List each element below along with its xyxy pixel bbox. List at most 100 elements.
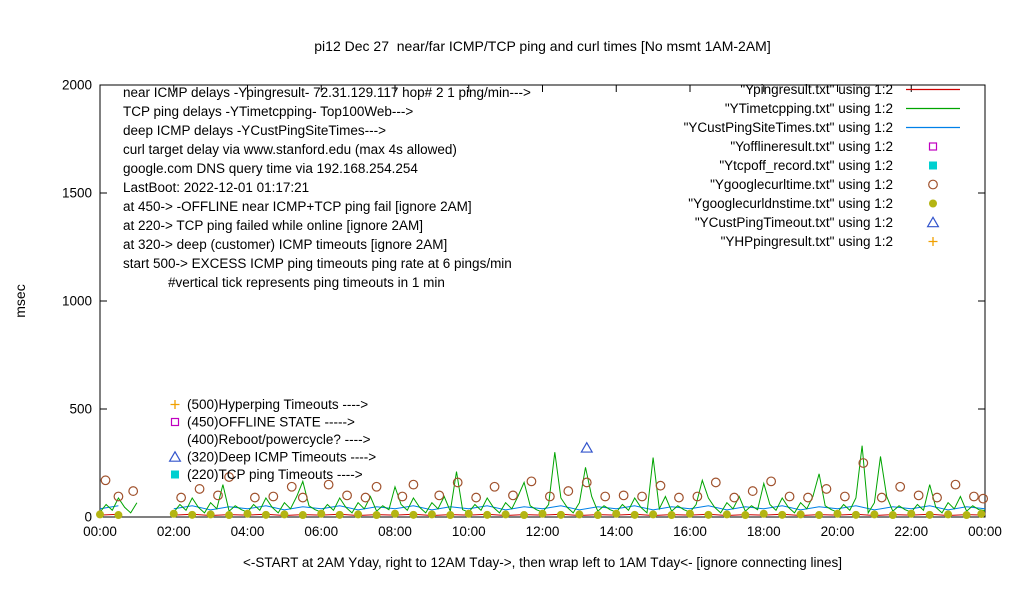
level-annotation-label: (400)Reboot/powercycle? ----> xyxy=(187,432,371,447)
series-point-Ygooglecurltime.txt xyxy=(297,492,308,503)
series-point-Ygooglecurldnstime.txt xyxy=(815,511,824,520)
series-point-Ygooglecurldnstime.txt xyxy=(372,511,381,520)
series-point-Ygooglecurldnstime.txt xyxy=(483,510,492,519)
x-tick-label: 06:00 xyxy=(304,524,338,539)
series-point-Ygooglecurldnstime.txt xyxy=(575,510,584,519)
series-point-Ygooglecurldnstime.txt xyxy=(261,510,270,519)
series-point-Ygooglecurltime.txt xyxy=(766,476,777,487)
series-point-Ygooglecurltime.txt xyxy=(913,490,924,501)
series-point-Ygooglecurltime.txt xyxy=(747,486,758,496)
x-tick-label: 00:00 xyxy=(968,524,1002,539)
series-point-Ygooglecurldnstime.txt xyxy=(612,509,621,518)
series-point-Ygooglecurldnstime.txt xyxy=(778,510,787,519)
x-tick-label: 18:00 xyxy=(747,524,781,539)
series-point-Ygooglecurltime.txt xyxy=(342,490,352,501)
legend-sample-circle-filled xyxy=(929,199,937,208)
series-point-Ygooglecurldnstime.txt xyxy=(925,510,934,519)
series-point-Ygooglecurldnstime.txt xyxy=(870,510,879,519)
series-point-YCustPingTimeout.txt xyxy=(580,441,594,453)
series-point-Ygooglecurltime.txt xyxy=(286,481,297,492)
series-point-Ygooglecurltime.txt xyxy=(113,491,124,502)
series-point-Ygooglecurltime.txt xyxy=(637,491,647,502)
series-point-Ygooglecurltime.txt xyxy=(508,490,518,501)
series-point-Ygooglecurldnstime.txt xyxy=(722,510,731,519)
y-tick-label: 1500 xyxy=(62,186,92,201)
series-point-Ygooglecurldnstime.txt xyxy=(427,510,436,519)
x-tick-label: 20:00 xyxy=(821,524,855,539)
note-line: LastBoot: 2022-12-01 01:17:21 xyxy=(123,180,309,195)
series-point-Ygooglecurltime.txt xyxy=(858,458,869,468)
series-point-Ygooglecurltime.txt xyxy=(581,477,592,488)
legend-label: "Ytcpoff_record.txt" using 1:2 xyxy=(719,158,893,173)
series-point-Ygooglecurldnstime.txt xyxy=(851,510,860,519)
series-point-Ygooglecurltime.txt xyxy=(360,492,371,503)
series-point-Ygooglecurltime.txt xyxy=(729,492,740,503)
series-point-Ygooglecurltime.txt xyxy=(452,477,463,488)
note-line: at 320-> deep (customer) ICMP timeouts [… xyxy=(123,237,447,252)
series-point-Ygooglecurltime.txt xyxy=(978,493,989,504)
series-point-Ygooglecurltime.txt xyxy=(249,492,260,503)
series-point-Ygooglecurldnstime.txt xyxy=(354,510,363,519)
series-point-Ygooglecurltime.txt xyxy=(969,491,979,502)
series-point-Ygooglecurltime.txt xyxy=(563,486,574,496)
series-point-Ygooglecurltime.txt xyxy=(323,479,334,490)
series-point-Ygooglecurltime.txt xyxy=(600,491,611,502)
series-point-Ygooglecurltime.txt xyxy=(803,492,813,503)
level-marker-square-filled xyxy=(171,470,179,479)
series-point-Ygooglecurldnstime.txt xyxy=(796,510,805,519)
series-point-Ygooglecurltime.txt xyxy=(839,491,850,502)
series-point-Ygooglecurldnstime.txt xyxy=(464,509,473,518)
series-point-Ygooglecurltime.txt xyxy=(544,491,555,502)
x-axis-label: <-START at 2AM Yday, right to 12AM Tday-… xyxy=(243,555,842,570)
series-point-Ygooglecurldnstime.txt xyxy=(225,511,234,520)
series-point-Ygooglecurldnstime.txt xyxy=(593,511,602,520)
legend-sample-square-filled xyxy=(929,161,937,170)
level-annotation-label: (500)Hyperping Timeouts ----> xyxy=(187,397,368,412)
x-tick-label: 08:00 xyxy=(378,524,412,539)
series-point-Ygooglecurltime.txt xyxy=(710,477,721,488)
series-point-Ygooglecurltime.txt xyxy=(526,476,537,487)
series-point-Ygooglecurldnstime.txt xyxy=(188,510,197,519)
level-marker-plus xyxy=(170,400,180,409)
x-tick-label: 16:00 xyxy=(673,524,707,539)
series-point-Ygooglecurldnstime.txt xyxy=(317,509,326,518)
series-point-Ygooglecurldnstime.txt xyxy=(169,509,178,518)
series-point-Ygooglecurldnstime.txt xyxy=(907,509,916,518)
x-tick-label: 22:00 xyxy=(894,524,928,539)
note-line: TCP ping delays -YTimetcpping- Top100Web… xyxy=(123,104,413,119)
series-point-Ygooglecurltime.txt xyxy=(100,475,111,486)
note-line: curl target delay via www.stanford.edu (… xyxy=(123,142,457,157)
series-point-Ygooglecurldnstime.txt xyxy=(501,510,510,519)
y-tick-label: 2000 xyxy=(62,78,92,93)
y-tick-label: 500 xyxy=(69,402,92,417)
note-line: #vertical tick represents ping timeouts … xyxy=(168,275,445,290)
x-tick-label: 04:00 xyxy=(231,524,265,539)
series-point-Ygooglecurldnstime.txt xyxy=(520,511,529,520)
legend-sample-triangle-open xyxy=(926,216,940,228)
note-line: google.com DNS query time via 192.168.25… xyxy=(123,161,418,176)
series-point-Ygooglecurltime.txt xyxy=(895,481,906,492)
series-point-Ygooglecurldnstime.txt xyxy=(704,510,713,519)
series-point-Ygooglecurldnstime.txt xyxy=(391,509,399,518)
series-point-Ygooglecurltime.txt xyxy=(371,481,382,492)
legend-label: "YCustPingTimeout.txt" using 1:2 xyxy=(695,215,893,230)
legend-label: "Ygooglecurldnstime.txt" using 1:2 xyxy=(688,196,893,211)
series-point-Ygooglecurltime.txt xyxy=(489,481,500,492)
series-point-Ygooglecurldnstime.txt xyxy=(741,511,750,520)
legend-sample-circle-open xyxy=(928,179,938,190)
series-point-Ygooglecurldnstime.txt xyxy=(649,510,658,519)
series-point-Ygooglecurltime.txt xyxy=(434,490,445,501)
series-point-Ygooglecurldnstime.txt xyxy=(538,509,547,518)
series-point-Ygooglecurltime.txt xyxy=(932,492,942,503)
note-line: at 220-> TCP ping failed while online [i… xyxy=(123,218,423,233)
series-point-Ygooglecurltime.txt xyxy=(176,492,187,503)
series-point-Ygooglecurldnstime.txt xyxy=(667,511,676,520)
series-point-Ygooglecurltime.txt xyxy=(194,484,205,494)
series-point-Ygooglecurltime.txt xyxy=(876,492,887,503)
y-tick-label: 0 xyxy=(84,510,92,525)
series-point-Ygooglecurltime.txt xyxy=(224,472,234,482)
series-point-Ygooglecurltime.txt xyxy=(471,492,482,503)
series-point-Ygooglecurldnstime.txt xyxy=(206,510,215,519)
legend-label: "YCustPingSiteTimes.txt" using 1:2 xyxy=(684,120,893,135)
